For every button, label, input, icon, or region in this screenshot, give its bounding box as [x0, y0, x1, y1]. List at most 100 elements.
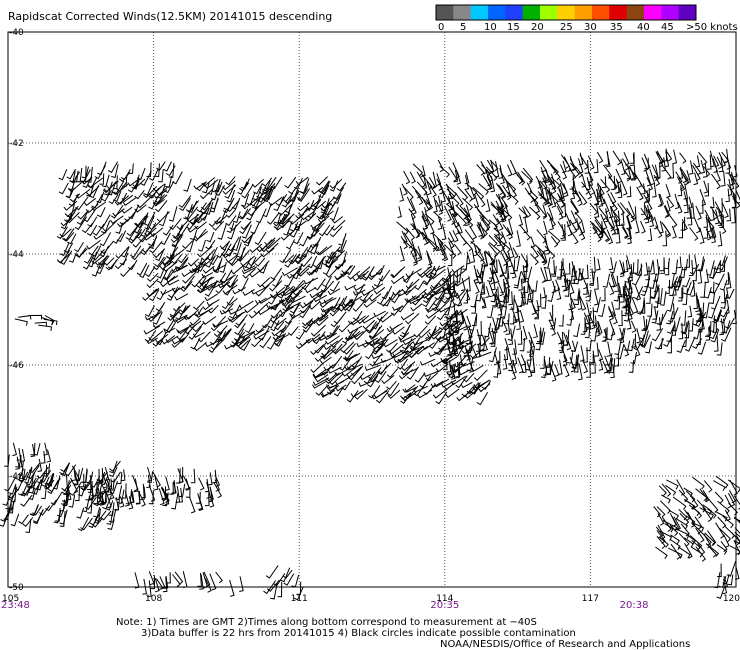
wind-barb	[706, 154, 712, 170]
wind-barb	[663, 336, 673, 347]
wind-barb	[446, 183, 453, 200]
wind-barb	[501, 296, 508, 308]
wind-barb	[375, 390, 390, 404]
wind-barb	[30, 505, 39, 516]
wind-barb	[441, 189, 451, 206]
wind-barb	[334, 297, 345, 311]
wind-barb	[114, 258, 128, 270]
wind-barb	[443, 205, 452, 222]
wind-barb	[314, 374, 329, 383]
wind-barb	[120, 169, 131, 181]
wind-barb	[234, 318, 245, 329]
wind-barb	[284, 275, 295, 288]
wind-barb	[344, 284, 357, 291]
wind-barb	[62, 492, 68, 506]
wind-barb	[519, 337, 525, 352]
wind-barb	[609, 319, 616, 337]
wind-barb	[659, 290, 667, 306]
wind-barb	[516, 317, 521, 330]
wind-barb	[464, 346, 471, 357]
wind-barb	[493, 351, 499, 366]
wind-barb	[734, 516, 740, 524]
wind-barb	[73, 472, 79, 486]
wind-barb	[507, 191, 519, 205]
wind-barb	[204, 339, 220, 348]
wind-barb	[454, 277, 470, 287]
legend-swatch	[488, 5, 506, 20]
wind-barb	[663, 205, 670, 218]
wind-barb	[508, 291, 513, 306]
wind-barb	[556, 202, 564, 216]
wind-barb	[481, 334, 488, 352]
wind-barb	[594, 322, 601, 337]
wind-barbs	[0, 148, 740, 601]
wind-barb	[448, 363, 456, 378]
wind-barb	[130, 245, 142, 258]
wind-barb	[652, 182, 657, 198]
wind-barb	[559, 178, 568, 195]
wind-barb	[516, 174, 526, 186]
wind-barb	[334, 367, 351, 377]
wind-barb	[104, 479, 110, 493]
wind-barb	[323, 297, 337, 305]
wind-barb	[619, 211, 625, 226]
wind-barb	[197, 239, 206, 252]
wind-barb	[185, 308, 200, 320]
wind-barb	[91, 201, 107, 211]
wind-barb	[101, 220, 111, 234]
wind-barb	[714, 201, 723, 217]
wind-barb	[716, 260, 721, 274]
wind-barb	[312, 377, 330, 386]
wind-barb	[63, 200, 78, 211]
wind-barb	[390, 305, 403, 316]
wind-barb	[614, 353, 620, 367]
wind-barb	[647, 303, 653, 317]
wind-barb	[718, 256, 728, 271]
wind-barb	[605, 218, 615, 232]
wind-barb	[169, 305, 180, 317]
wind-barb	[492, 317, 498, 334]
wind-barb	[156, 332, 167, 346]
wind-barb	[504, 338, 510, 351]
wind-barb	[155, 249, 165, 262]
wind-barb	[680, 321, 688, 334]
wind-barb	[219, 261, 227, 273]
wind-barb	[399, 245, 405, 262]
wind-barb	[233, 242, 242, 256]
wind-barb	[621, 223, 629, 238]
wind-barb	[559, 164, 568, 180]
wind-barb	[725, 300, 730, 314]
wind-barb	[500, 196, 509, 210]
wind-barb	[201, 272, 214, 279]
wind-barb	[528, 289, 534, 303]
wind-barb	[573, 288, 580, 301]
wind-barb	[364, 364, 381, 372]
wind-barb	[271, 298, 283, 311]
wind-barb	[148, 235, 158, 249]
wind-barb	[380, 356, 396, 364]
wind-barb	[321, 275, 333, 288]
wind-barb	[89, 483, 95, 500]
wind-barb	[199, 276, 213, 286]
wind-barb	[686, 534, 697, 545]
wind-barb	[706, 260, 715, 276]
wind-barb	[435, 391, 448, 405]
wind-barb	[520, 285, 526, 298]
wind-barb	[621, 226, 629, 240]
wind-barb	[544, 188, 550, 205]
wind-barb	[307, 203, 319, 219]
wind-barb	[140, 170, 152, 186]
wind-barb	[132, 475, 139, 492]
wind-barb	[181, 267, 198, 278]
wind-barb	[231, 331, 246, 345]
chart-title: Rapidscat Corrected Winds(12.5KM) 201410…	[8, 10, 332, 23]
wind-barb	[493, 361, 500, 378]
wind-barb	[251, 178, 264, 188]
wind-barb	[115, 222, 124, 234]
wind-barb	[696, 330, 701, 345]
wind-barb	[722, 573, 730, 585]
wind-barb	[502, 208, 513, 221]
wind-barb	[281, 267, 298, 277]
wind-barb	[574, 268, 581, 285]
wind-barb	[401, 238, 415, 253]
